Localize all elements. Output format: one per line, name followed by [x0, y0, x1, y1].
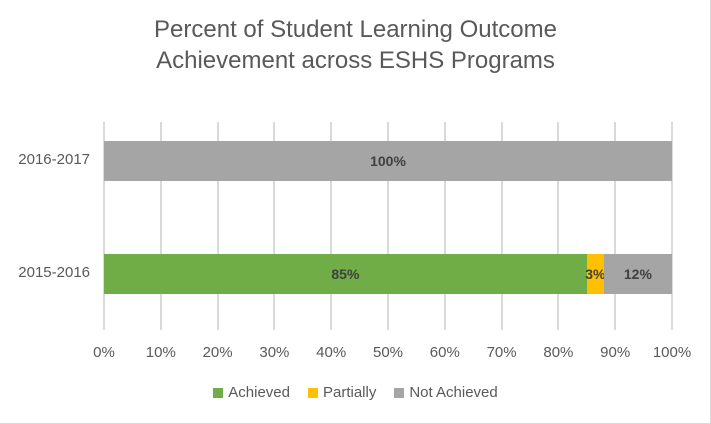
gridline: [159, 122, 162, 330]
x-tick-label: 20%: [202, 344, 233, 361]
gridline: [614, 122, 617, 330]
bar-segment-achieved: 85%: [104, 254, 587, 294]
x-tick-label: 70%: [486, 344, 517, 361]
legend-swatch-not-achieved: [394, 387, 405, 398]
x-tick-label: 40%: [316, 344, 347, 361]
legend-item-not-achieved: Not Achieved: [394, 384, 498, 401]
chart-title-line-2: Achievement across ESHS Programs: [156, 47, 555, 74]
gridline: [557, 122, 560, 330]
gridline: [671, 122, 673, 330]
x-tick-label: 80%: [543, 344, 574, 361]
legend-label: Not Achieved: [409, 384, 498, 401]
legend-swatch-partially: [307, 387, 318, 398]
legend-item-achieved: Achieved: [213, 384, 290, 401]
chart-title: Percent of Student Learning Outcome Achi…: [0, 14, 710, 76]
chart-title-line-1: Percent of Student Learning Outcome: [154, 16, 557, 43]
bar-segment-not-achieved: 12%: [603, 254, 672, 294]
legend-label: Partially: [322, 384, 377, 401]
gridline: [387, 122, 389, 330]
gridline: [443, 122, 446, 330]
x-tick-label: 100%: [652, 344, 692, 361]
x-tick-label: 10%: [145, 344, 176, 361]
category-label-2015-2016: 2015-2016: [18, 264, 90, 281]
x-tick-label: 30%: [259, 344, 290, 361]
legend-item-partially: Partially: [307, 384, 377, 401]
gridline: [330, 122, 333, 330]
category-label-2016-2017: 2016-2017: [18, 151, 90, 168]
x-tick-label: 60%: [429, 344, 460, 361]
bar-segment-not-achieved: 100%: [104, 141, 672, 181]
x-tick-label: 50%: [372, 344, 404, 361]
bar-segment-partially: 3%: [585, 254, 605, 294]
legend-label: Achieved: [228, 384, 290, 401]
x-tick-label: 90%: [600, 344, 631, 361]
x-tick-label: 0%: [93, 344, 115, 361]
gridline: [500, 122, 503, 330]
gridline: [216, 122, 219, 330]
legend-swatch-achieved: [213, 387, 224, 398]
gridline: [103, 122, 105, 330]
gridline: [273, 122, 276, 330]
legend: Achieved Partially Not Achieved: [0, 384, 710, 401]
